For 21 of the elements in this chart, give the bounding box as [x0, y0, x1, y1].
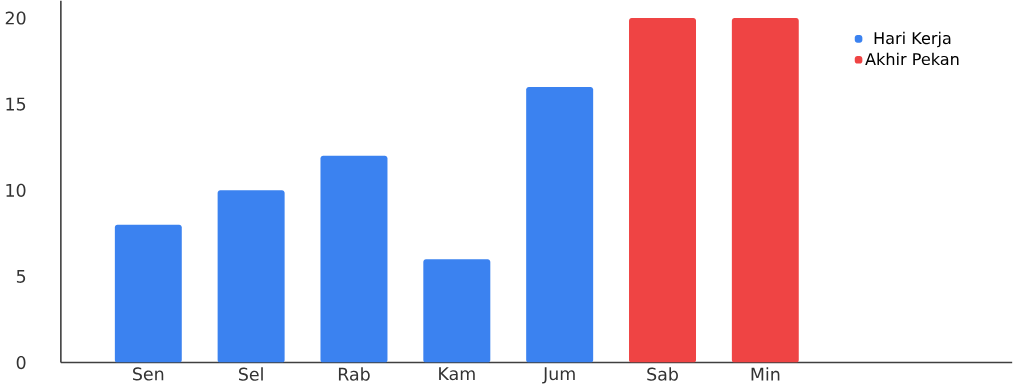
- x-tick-label: Jum: [542, 367, 575, 384]
- bar: [629, 18, 697, 363]
- bar: [320, 155, 388, 363]
- legend-label: Akhir Pekan: [865, 52, 959, 66]
- bar: [217, 190, 285, 363]
- x-tick-label: Min: [751, 367, 780, 381]
- bar: [526, 86, 594, 363]
- legend-label: Hari Kerja: [874, 31, 951, 48]
- x-tick-label: Sab: [647, 367, 678, 381]
- y-tick-label: 15: [6, 97, 26, 111]
- x-tick-label: Sel: [238, 367, 263, 381]
- y-tick-label: 0: [16, 356, 26, 370]
- bar: [731, 18, 799, 363]
- x-tick-label: Sen: [133, 367, 164, 381]
- y-tick-label: 20: [5, 11, 26, 25]
- bar: [423, 259, 491, 363]
- x-tick-label: Kam: [439, 367, 475, 381]
- y-tick-label: 5: [16, 269, 26, 283]
- bar: [114, 224, 182, 363]
- y-tick-label: 10: [6, 183, 26, 197]
- x-tick-label: Rab: [338, 367, 370, 381]
